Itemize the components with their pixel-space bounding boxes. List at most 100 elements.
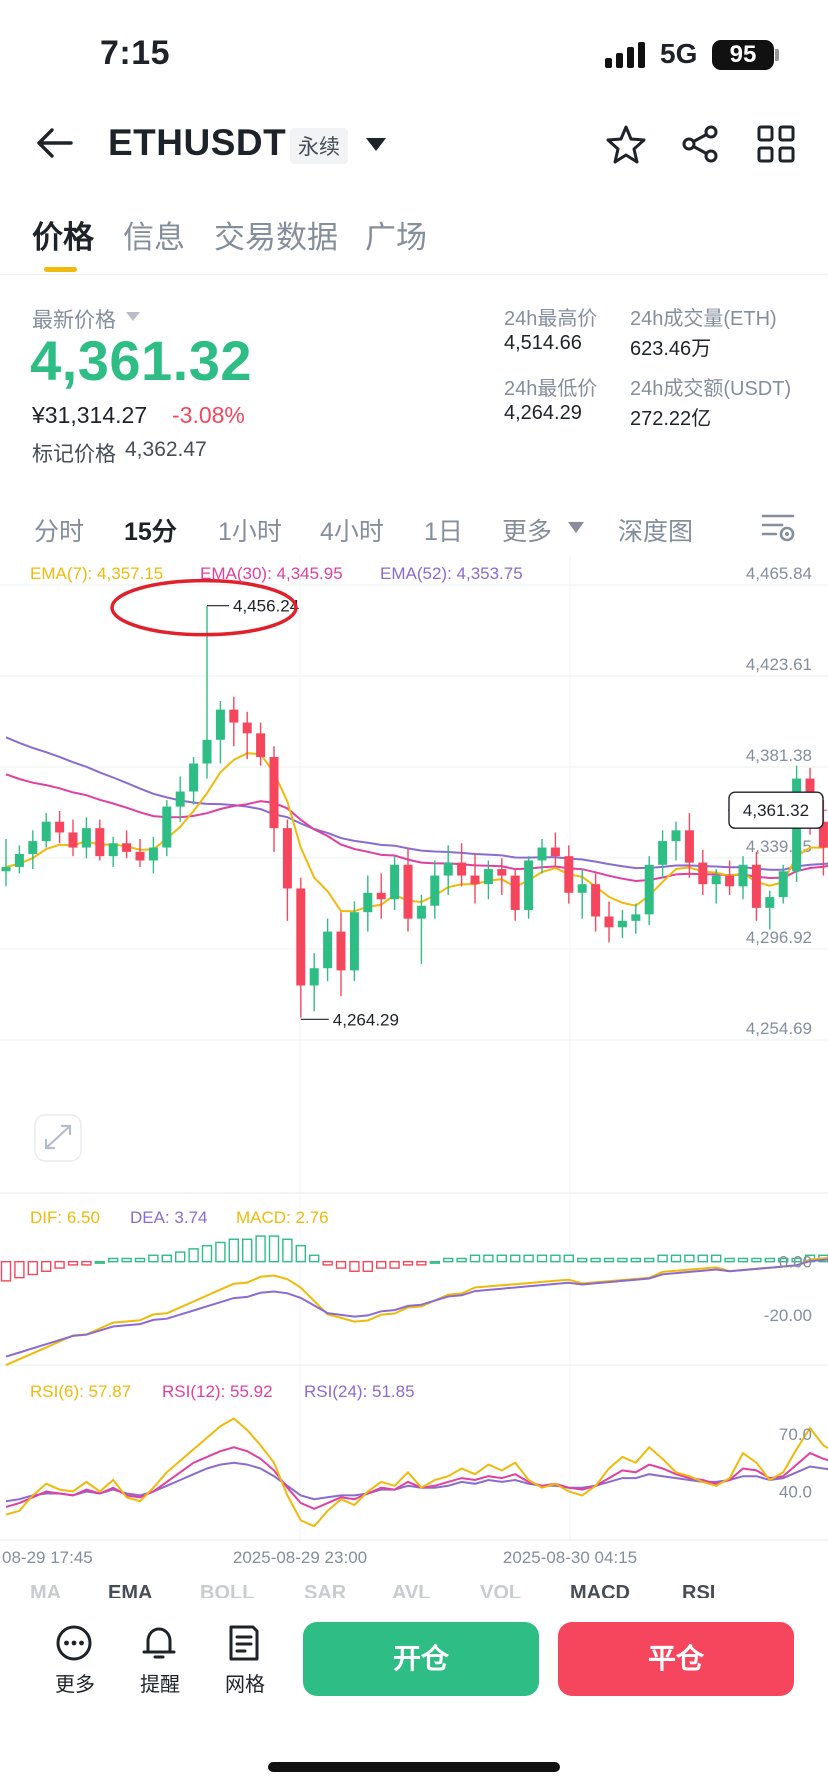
ema7-readout: EMA(7): 4,357.15 xyxy=(30,564,164,583)
candle-body xyxy=(349,912,359,971)
grid-bot-icon[interactable] xyxy=(225,1624,263,1662)
volume-24h-value: 623.46万 xyxy=(630,338,712,360)
macd-bar xyxy=(657,1254,668,1263)
high-marker-label: 4,456.24 xyxy=(233,597,299,616)
macd-bar xyxy=(724,1257,735,1263)
macd-axis-label: 0.00 xyxy=(779,1253,812,1272)
tab-square[interactable]: 广场 xyxy=(365,220,427,255)
macd-bar xyxy=(389,1260,400,1269)
symbol-title[interactable]: ETHUSDT xyxy=(108,122,287,163)
macd-axis-label: -20.00 xyxy=(764,1306,812,1325)
candle-body xyxy=(591,884,601,917)
candle-body xyxy=(55,821,65,833)
candle-body xyxy=(577,884,587,893)
candle-body xyxy=(28,841,38,855)
macd-bar xyxy=(309,1254,320,1263)
macd-bar xyxy=(778,1257,789,1263)
bell-icon[interactable] xyxy=(140,1624,178,1662)
grid-label[interactable]: 网格 xyxy=(225,1674,265,1696)
macd-bar xyxy=(148,1254,159,1263)
macd-bar xyxy=(523,1254,534,1263)
tab-info[interactable]: 信息 xyxy=(123,220,185,255)
interval-1h[interactable]: 1小时 xyxy=(218,518,282,546)
candle-body xyxy=(483,869,493,885)
caret-down-icon[interactable] xyxy=(126,312,140,322)
macd-bar xyxy=(697,1254,708,1263)
chart-settings-icon[interactable] xyxy=(760,510,796,544)
alert-label[interactable]: 提醒 xyxy=(140,1674,180,1696)
turnover-24h-value: 272.22亿 xyxy=(630,408,712,430)
battery-tip xyxy=(775,49,779,61)
candle-body xyxy=(644,864,654,915)
tab-price[interactable]: 价格 xyxy=(32,220,94,255)
high-24h-label: 24h最高价 xyxy=(504,308,598,330)
more-label[interactable]: 更多 xyxy=(55,1674,95,1696)
candle-body xyxy=(510,875,520,911)
macd-bar xyxy=(322,1260,333,1266)
price-change-percent: -3.08% xyxy=(172,402,245,428)
candle-body xyxy=(497,869,507,876)
ema52-line xyxy=(5,736,828,871)
candle-body xyxy=(122,843,132,852)
tab-trading-data[interactable]: 交易数据 xyxy=(214,220,338,255)
macd-bar xyxy=(201,1244,213,1263)
candle-body xyxy=(684,830,694,863)
star-icon[interactable] xyxy=(606,124,646,164)
share-icon[interactable] xyxy=(680,124,720,164)
interval-15m[interactable]: 15分 xyxy=(124,518,177,546)
candle-body xyxy=(68,832,78,848)
macd-bar xyxy=(751,1257,762,1263)
interval-timeshare[interactable]: 分时 xyxy=(34,518,85,546)
candle-body xyxy=(403,864,413,919)
macd-bar xyxy=(134,1257,146,1263)
candle-body xyxy=(430,875,440,906)
last-price: 4,361.32 xyxy=(30,329,252,392)
interval-1d[interactable]: 1日 xyxy=(424,518,463,546)
back-arrow-icon[interactable] xyxy=(34,126,74,160)
candle-body xyxy=(658,841,668,865)
candle-body xyxy=(242,722,252,734)
close-position-button[interactable]: 平仓 xyxy=(558,1622,794,1696)
current-price-tag-label: 4,361.32 xyxy=(743,801,809,820)
volume-24h-label: 24h成交量(ETH) xyxy=(630,308,777,330)
rsi6-line xyxy=(5,1417,828,1528)
macd-bar xyxy=(241,1238,253,1263)
candle-body xyxy=(751,864,761,908)
caret-down-icon[interactable] xyxy=(568,522,584,534)
mark-price-label: 标记价格 xyxy=(32,443,116,466)
rsi12-line xyxy=(5,1446,828,1510)
current-price-tag xyxy=(728,791,824,829)
candle-body xyxy=(189,763,199,792)
candle-body xyxy=(175,791,185,807)
candle-body xyxy=(269,757,279,829)
home-indicator xyxy=(268,1762,560,1772)
rsi-axis-label: 70.0 xyxy=(779,1425,812,1444)
dea-line xyxy=(5,1258,828,1358)
macd-bar xyxy=(416,1260,427,1266)
candle-body xyxy=(256,733,266,758)
macd-bar xyxy=(94,1260,106,1264)
candle-body xyxy=(1,866,11,872)
macd-bar xyxy=(791,1257,802,1263)
macd-bar xyxy=(349,1260,360,1272)
grid-menu-icon[interactable] xyxy=(756,124,796,164)
depth-chart-tab[interactable]: 深度图 xyxy=(618,518,694,546)
x-axis-label: 2025-08-29 23:00 xyxy=(233,1548,367,1567)
candle-body xyxy=(135,851,145,861)
macd-bar xyxy=(228,1238,240,1263)
macd-bar xyxy=(536,1254,548,1263)
candle-body xyxy=(443,862,453,876)
macd-bar xyxy=(362,1260,373,1272)
price-chart[interactable]: 4,465.844,423.614,381.384,339.154,296.92… xyxy=(0,555,828,1580)
macd-bar xyxy=(161,1254,173,1263)
macd-bar xyxy=(41,1260,52,1272)
interval-more[interactable]: 更多 xyxy=(502,518,553,546)
status-time: 7:15 xyxy=(100,34,171,72)
candle-body xyxy=(698,862,708,885)
interval-4h[interactable]: 4小时 xyxy=(320,518,384,546)
last-price-label[interactable]: 最新价格 xyxy=(32,309,116,332)
candle-body xyxy=(778,871,788,898)
open-position-button[interactable]: 开仓 xyxy=(303,1622,539,1696)
more-dots-icon[interactable] xyxy=(55,1624,93,1662)
caret-down-icon[interactable] xyxy=(366,138,386,152)
